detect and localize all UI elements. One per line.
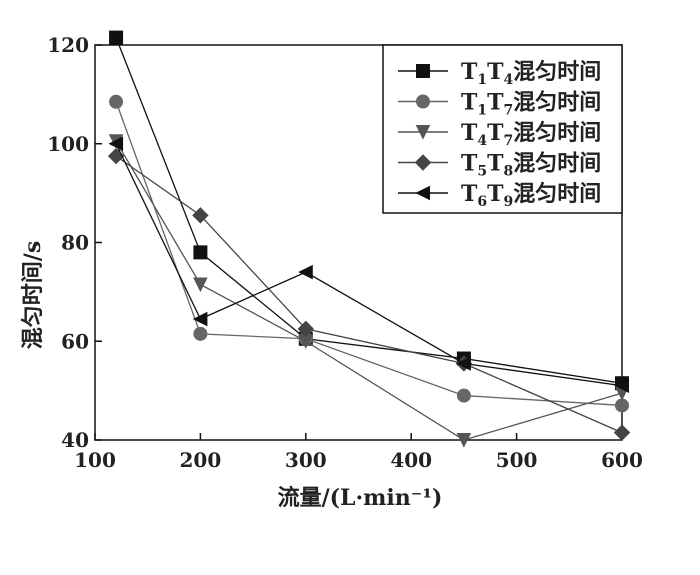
- data-point: [193, 245, 208, 260]
- y-tick-label: 40: [61, 428, 89, 452]
- legend-item: T5T8混匀时间: [398, 151, 601, 180]
- legend-marker: [415, 185, 430, 201]
- legend-item: T1T7混匀时间: [398, 90, 601, 119]
- y-tick-label: 100: [47, 132, 89, 156]
- data-point: [192, 207, 209, 224]
- legend-item: T1T4混匀时间: [398, 59, 601, 88]
- legend-marker: [414, 154, 432, 171]
- legend-label: T4T7混匀时间: [461, 120, 601, 149]
- legend-item: T6T9混匀时间: [398, 181, 601, 210]
- data-point: [456, 433, 472, 448]
- x-tick-label: 600: [601, 448, 643, 472]
- axes: 100 200 300 400 500 600 40 60 80 100 120: [47, 33, 643, 472]
- x-axis-title: 流量/(L·min⁻¹): [278, 485, 443, 511]
- legend-label: T1T7混匀时间: [461, 90, 601, 119]
- legend-marker: [416, 94, 430, 109]
- data-point: [297, 320, 315, 338]
- legend-label: T6T9混匀时间: [461, 181, 601, 210]
- legend-marker: [415, 125, 431, 140]
- legend-item: T4T7混匀时间: [398, 120, 601, 149]
- legend-label: T5T8混匀时间: [461, 151, 601, 180]
- data-point: [192, 311, 208, 327]
- x-tick-label: 500: [496, 448, 538, 472]
- data-point: [298, 264, 313, 280]
- y-tick-label: 120: [47, 33, 89, 57]
- data-point: [456, 356, 471, 371]
- x-tick-label: 400: [390, 448, 432, 472]
- data-point: [613, 424, 631, 441]
- series-5: [108, 136, 629, 393]
- x-tick-label: 100: [74, 448, 116, 472]
- y-axis-title: 混匀时间/s: [20, 241, 46, 349]
- series-layer: [107, 30, 631, 448]
- data-point: [109, 30, 124, 45]
- data-point: [193, 277, 208, 293]
- data-point: [456, 388, 471, 403]
- y-tick-label: 80: [61, 231, 89, 255]
- x-tick-label: 300: [285, 448, 327, 472]
- data-point: [193, 326, 208, 341]
- data-point: [615, 398, 629, 413]
- data-point: [108, 136, 124, 152]
- legend-marker: [416, 64, 430, 78]
- data-point: [614, 378, 629, 393]
- data-point: [109, 94, 124, 109]
- x-tick-label: 200: [180, 448, 222, 472]
- legend-label: T1T4混匀时间: [461, 59, 601, 88]
- y-tick-label: 60: [61, 329, 89, 353]
